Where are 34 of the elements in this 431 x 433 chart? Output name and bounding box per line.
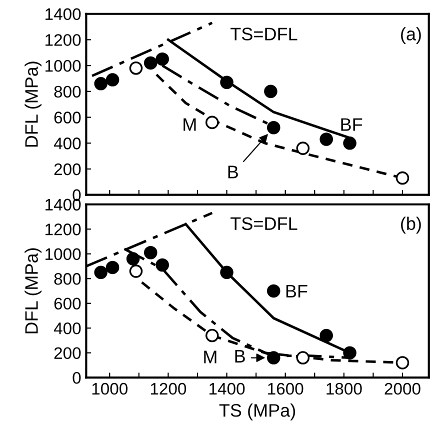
- y-tick-label: 1200: [46, 224, 81, 236]
- annotation: B: [235, 350, 245, 362]
- y-tick-label: 600: [54, 298, 81, 310]
- y-tick-label: 800: [54, 86, 81, 98]
- x-tick-label: 1200: [150, 382, 186, 395]
- annotation: BF: [341, 118, 362, 131]
- x-tick-label: 1400: [210, 382, 245, 395]
- y-tick-label: 400: [54, 138, 81, 150]
- y-tick-label: 0: [72, 372, 81, 384]
- y-tick-label: 1200: [46, 34, 81, 46]
- annotation: TS=DFL: [230, 217, 298, 230]
- annotation: M: [204, 350, 216, 364]
- y-tick-label: 1400: [46, 8, 81, 20]
- y-tick-label: 1000: [46, 248, 81, 260]
- y-tick-label: 200: [54, 163, 81, 176]
- y-axis-title: DFL (MPa): [24, 62, 42, 147]
- y-tick-label: 600: [54, 112, 81, 124]
- y-tick-label: 200: [54, 347, 81, 360]
- annotation: (b): [401, 216, 421, 234]
- x-tick-label: 2000: [384, 382, 420, 395]
- annotation: B: [228, 166, 238, 178]
- annotation: BF: [286, 284, 308, 298]
- y-tick-label: 800: [54, 273, 81, 285]
- y-tick-label: 1000: [46, 60, 81, 72]
- annotation: TS=DFL: [230, 28, 298, 40]
- x-axis-title: TS (MPa): [219, 404, 296, 420]
- annotation: (a): [401, 27, 421, 44]
- y-axis-title: DFL (MPa): [24, 248, 42, 334]
- x-tick-label: 1000: [92, 382, 128, 395]
- x-tick-label: 1800: [326, 382, 362, 395]
- y-tick-label: 400: [54, 322, 81, 334]
- x-tick-label: 1600: [268, 382, 304, 395]
- y-tick-label: 1400: [46, 198, 81, 211]
- annotation: M: [184, 118, 196, 131]
